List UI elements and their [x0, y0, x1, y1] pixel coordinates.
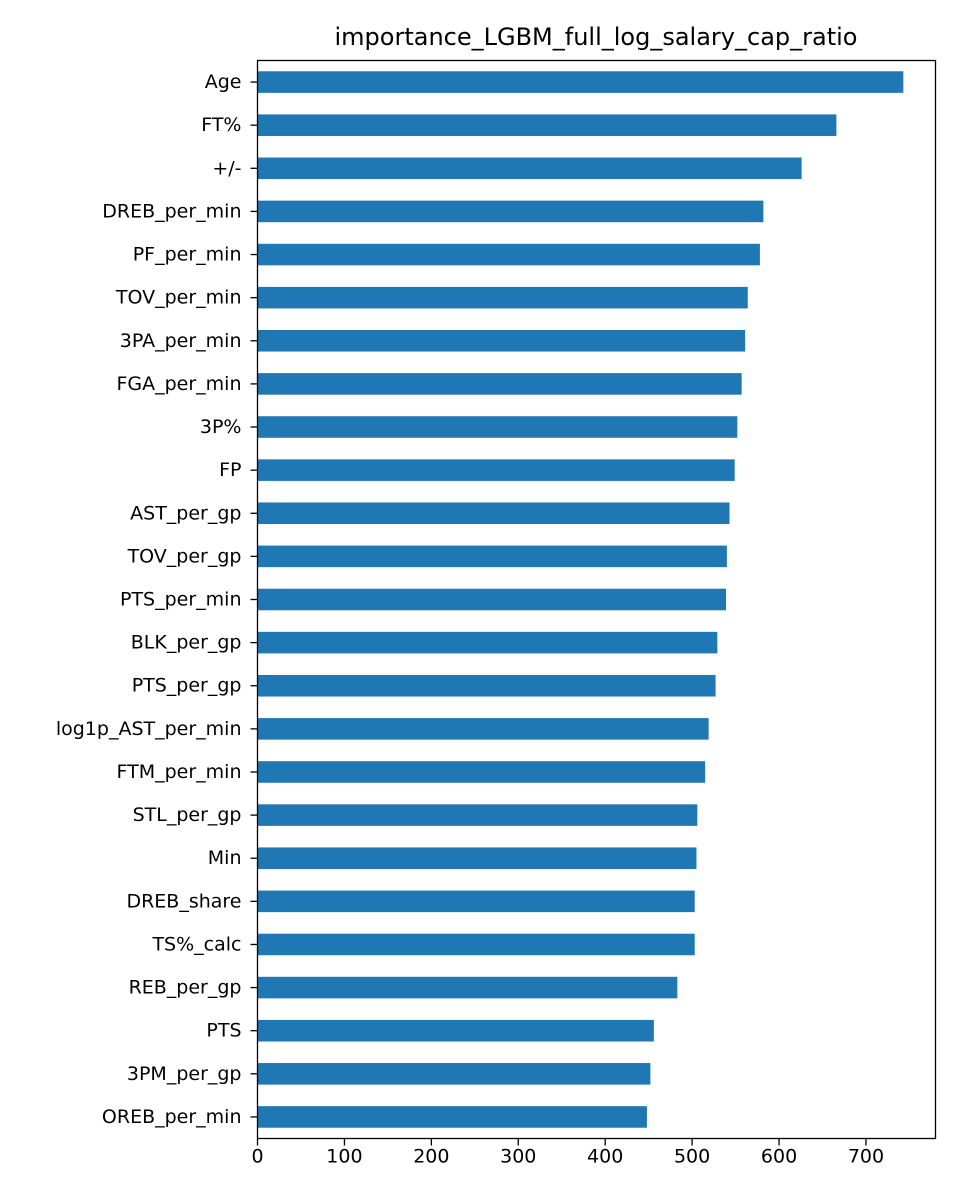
- chart-title: importance_LGBM_full_log_salary_cap_rati…: [335, 23, 858, 51]
- bar-AST_per_gp: [257, 502, 730, 525]
- y-tick-label: 3P%: [200, 416, 242, 438]
- bar-TOV_per_min: [257, 286, 748, 309]
- bar-FTM_per_min: [257, 761, 706, 783]
- bar-TOV_per_gp: [257, 545, 727, 568]
- x-tick-label: 300: [500, 1146, 536, 1168]
- x-tick-label: 500: [674, 1146, 710, 1168]
- bar-STL_per_gp: [257, 804, 698, 826]
- y-tick-label: FP: [219, 459, 241, 481]
- y-tick-label: REB_per_gp: [129, 977, 242, 999]
- bar-PTS: [257, 1019, 654, 1042]
- y-tick-label: TOV_per_gp: [127, 545, 242, 567]
- x-axis-ticks: 0 100 200 300 400 500 600 700: [251, 1138, 884, 1168]
- bar-DREB_per_min: [257, 200, 764, 223]
- y-tick-label: BLK_per_gp: [131, 632, 242, 654]
- y-tick-label: 3PA_per_min: [120, 330, 242, 352]
- bar-DREB_share: [257, 890, 695, 913]
- x-tick-label: 200: [413, 1146, 449, 1168]
- x-tick-label: 600: [761, 1146, 797, 1168]
- y-tick-label: TS%_calc: [151, 933, 241, 955]
- y-tick-label: AST_per_gp: [130, 502, 241, 524]
- bar-FP: [257, 459, 735, 481]
- y-tick-label: PTS_per_min: [120, 589, 242, 611]
- bar-Min: [257, 847, 697, 869]
- bar-FGA_per_min: [257, 373, 742, 395]
- y-tick-label: PF_per_min: [133, 244, 242, 266]
- bar-PF_per_min: [257, 243, 760, 266]
- x-tick-label: 100: [326, 1146, 362, 1168]
- bar-3PA_per_min: [257, 330, 746, 352]
- y-tick-label: DREB_per_min: [102, 200, 241, 222]
- bar-Age: [257, 71, 904, 93]
- y-tick-label: Age: [205, 71, 242, 93]
- x-tick-label: 0: [251, 1146, 263, 1168]
- bar-3PM_per_gp: [257, 1063, 651, 1085]
- y-tick-label: PTS_per_gp: [132, 675, 242, 697]
- y-tick-label: OREB_per_min: [102, 1106, 242, 1128]
- bars-layer: [257, 71, 904, 1128]
- y-tick-label: FTM_per_min: [117, 761, 242, 783]
- bar-PTS_per_gp: [257, 674, 716, 697]
- bar-3P%: [257, 416, 738, 438]
- axes-frame: [256, 59, 937, 1140]
- y-axis-ticks: Age FT% +/- DREB_per_min PF_per_min TOV_per_m…: [56, 71, 258, 1128]
- y-tick-label: TOV_per_min: [115, 287, 242, 309]
- y-tick-label: log1p_AST_per_min: [56, 718, 242, 740]
- bar-+/-: [257, 157, 802, 180]
- bar-PTS_per_min: [257, 588, 727, 611]
- y-tick-label: FT%: [201, 114, 241, 136]
- bar-BLK_per_gp: [257, 631, 718, 654]
- y-tick-label: Min: [208, 847, 242, 869]
- x-tick-label: 400: [587, 1146, 623, 1168]
- bar-FT%: [257, 114, 837, 136]
- y-tick-label: FGA_per_min: [116, 373, 241, 395]
- bar-OREB_per_min: [257, 1106, 647, 1128]
- y-tick-label: PTS: [206, 1020, 241, 1042]
- bar-REB_per_gp: [257, 976, 678, 999]
- bar-log1p_AST_per_min: [257, 718, 709, 740]
- bar-TS%_calc: [257, 933, 695, 956]
- y-tick-label: DREB_share: [126, 890, 241, 912]
- y-tick-label: STL_per_gp: [133, 804, 242, 826]
- x-tick-label: 700: [848, 1146, 884, 1168]
- y-tick-label: +/-: [212, 157, 241, 179]
- y-tick-label: 3PM_per_gp: [127, 1063, 242, 1085]
